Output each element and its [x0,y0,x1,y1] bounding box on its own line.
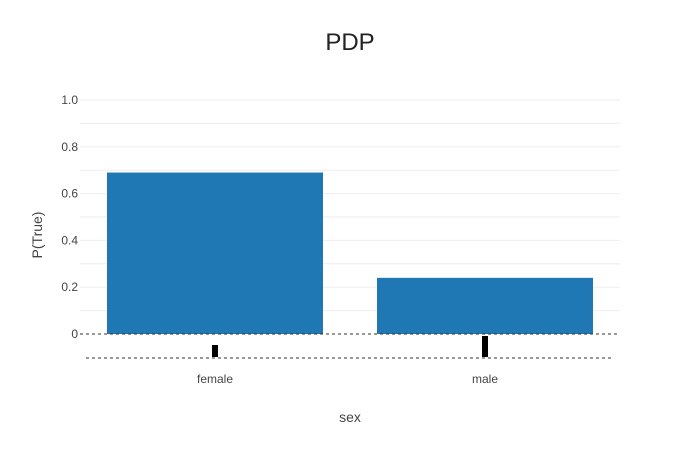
zero-line [80,333,620,359]
bar [107,172,323,334]
y-tick-label: 0.4 [61,233,78,247]
chart-title: PDP [325,29,374,56]
y-tick-label: 0 [71,327,78,341]
x-axis-title: sex [339,409,361,425]
rug-marker [482,336,488,357]
y-tick-label: 1.0 [61,93,78,107]
x-tick-label: male [472,372,498,386]
y-axis-title: P(True) [29,212,45,259]
y-tick-label: 0.6 [61,187,78,201]
y-tick-label: 0.8 [61,140,78,154]
bars [107,172,593,334]
y-tick-label: 0.2 [61,280,78,294]
rug-marker [212,345,218,357]
x-tick-labels: female male [197,372,498,386]
bar [377,277,593,334]
x-tick-label: female [197,372,233,386]
rug-markers [212,336,488,357]
y-tick-labels: 0 0.2 0.4 0.6 0.8 1.0 [61,93,78,341]
